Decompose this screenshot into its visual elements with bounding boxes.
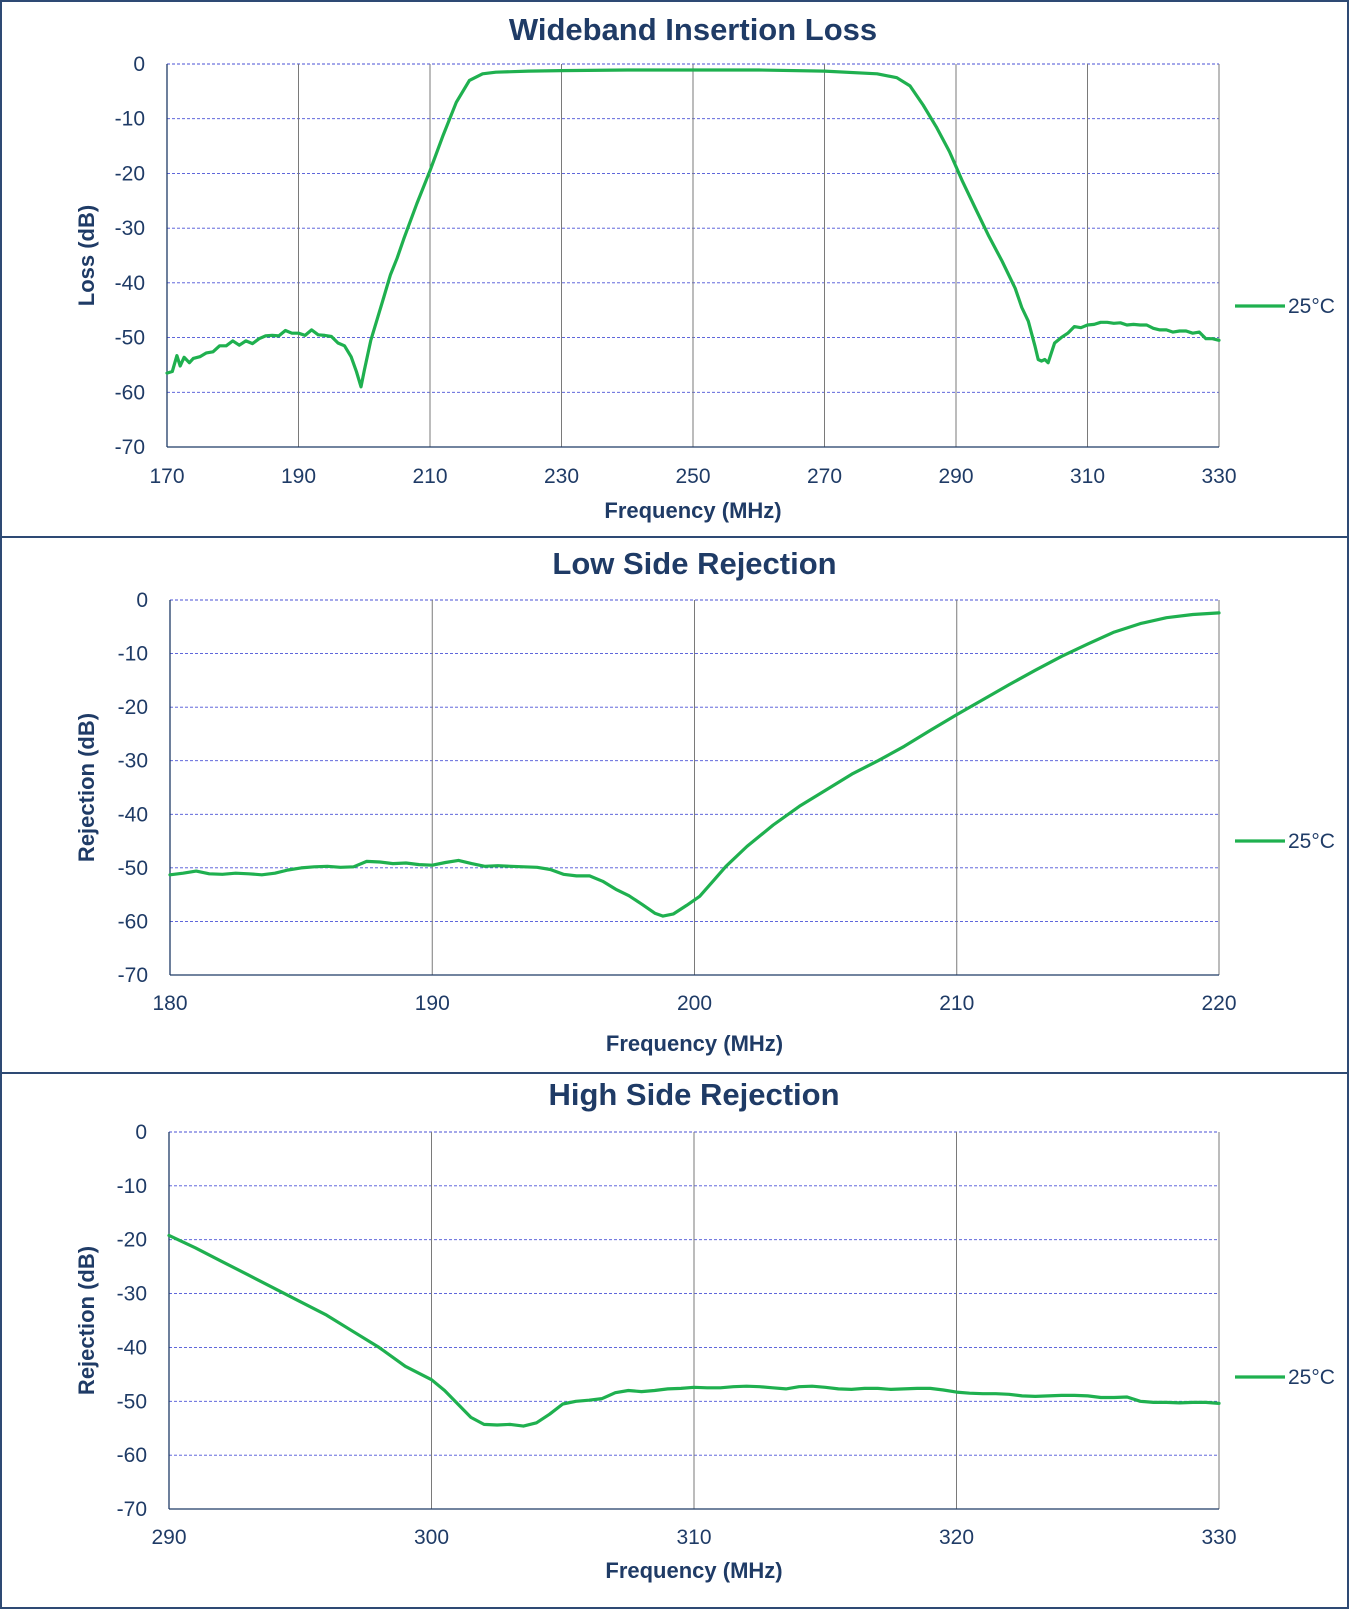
x-tick-label: 330 — [1201, 1526, 1236, 1549]
x-tick-label: 230 — [544, 465, 579, 488]
y-tick-label: -30 — [118, 750, 148, 773]
x-tick-label: 270 — [807, 465, 842, 488]
y-axis-label: Rejection (dB) — [74, 1246, 99, 1395]
x-tick-label: 170 — [149, 465, 184, 488]
x-tick-label: 180 — [152, 992, 187, 1015]
x-tick-label: 190 — [415, 992, 450, 1015]
y-tick-label: -30 — [115, 217, 145, 240]
x-tick-label: 250 — [675, 465, 710, 488]
y-tick-label: -60 — [118, 910, 148, 933]
x-axis-label: Frequency (MHz) — [605, 1558, 782, 1583]
x-tick-label: 320 — [939, 1526, 974, 1549]
chart-panel-low-side: 0 -10 -20 -30 -40 -50 -60 -70 180 190 200 210 220 Low… — [0, 536, 1349, 1074]
x-tick-label: 330 — [1201, 465, 1236, 488]
y-tick-label: -20 — [115, 162, 145, 185]
x-tick-label: 210 — [412, 465, 447, 488]
y-tick-label: -40 — [115, 272, 145, 295]
x-tick-label: 220 — [1201, 992, 1236, 1015]
x-tick-label: 210 — [939, 992, 974, 1015]
y-tick-label: -10 — [117, 1175, 147, 1198]
x-axis-label: Frequency (MHz) — [604, 498, 781, 523]
y-tick-label: -70 — [117, 1498, 147, 1521]
y-tick-label: -50 — [117, 1390, 147, 1413]
x-tick-label: 310 — [676, 1526, 711, 1549]
x-axis-label: Frequency (MHz) — [606, 1031, 783, 1056]
legend-label: 25°C — [1288, 1366, 1335, 1389]
x-tick-label: 310 — [1070, 465, 1105, 488]
y-tick-label: -70 — [118, 964, 148, 987]
series-line-0 — [165, 68, 1221, 389]
chart-panel-high-side: 0 -10 -20 -30 -40 -50 -60 -70 290 300 310 320 330 Hig… — [0, 1072, 1349, 1609]
x-tick-label: 200 — [677, 992, 712, 1015]
chart-panel-wideband: 0 -10 -20 -30 -40 -50 -60 -70 170 190 210 230 250 270… — [0, 0, 1349, 538]
y-tick-label: -70 — [115, 436, 145, 459]
y-tick-label: -40 — [118, 803, 148, 826]
chart-title: Wideband Insertion Loss — [509, 12, 877, 47]
y-tick-label: -50 — [115, 327, 145, 350]
x-tick-label: 290 — [151, 1526, 186, 1549]
y-tick-label: -50 — [118, 857, 148, 880]
y-axis-label: Loss (dB) — [74, 205, 99, 306]
x-tick-label: 300 — [414, 1526, 449, 1549]
y-tick-label: -10 — [118, 643, 148, 666]
x-tick-label: 290 — [938, 465, 973, 488]
series-line-0 — [168, 611, 1221, 918]
y-tick-label: -20 — [117, 1229, 147, 1252]
y-tick-label: -10 — [115, 108, 145, 131]
y-axis-label: Rejection (dB) — [74, 713, 99, 862]
x-tick-label: 190 — [281, 465, 316, 488]
y-tick-label: -40 — [117, 1336, 147, 1359]
y-tick-label: 0 — [135, 1121, 147, 1144]
y-tick-label: 0 — [133, 53, 145, 76]
y-tick-label: -60 — [117, 1444, 147, 1467]
legend-label: 25°C — [1288, 295, 1335, 318]
chart-title: High Side Rejection — [548, 1077, 839, 1112]
y-tick-label: -60 — [115, 381, 145, 404]
series-line-0 — [167, 1233, 1221, 1428]
y-tick-label: -30 — [117, 1283, 147, 1306]
legend-label: 25°C — [1288, 830, 1335, 853]
chart-title: Low Side Rejection — [552, 546, 836, 581]
y-tick-label: -20 — [118, 696, 148, 719]
y-tick-label: 0 — [136, 589, 148, 612]
